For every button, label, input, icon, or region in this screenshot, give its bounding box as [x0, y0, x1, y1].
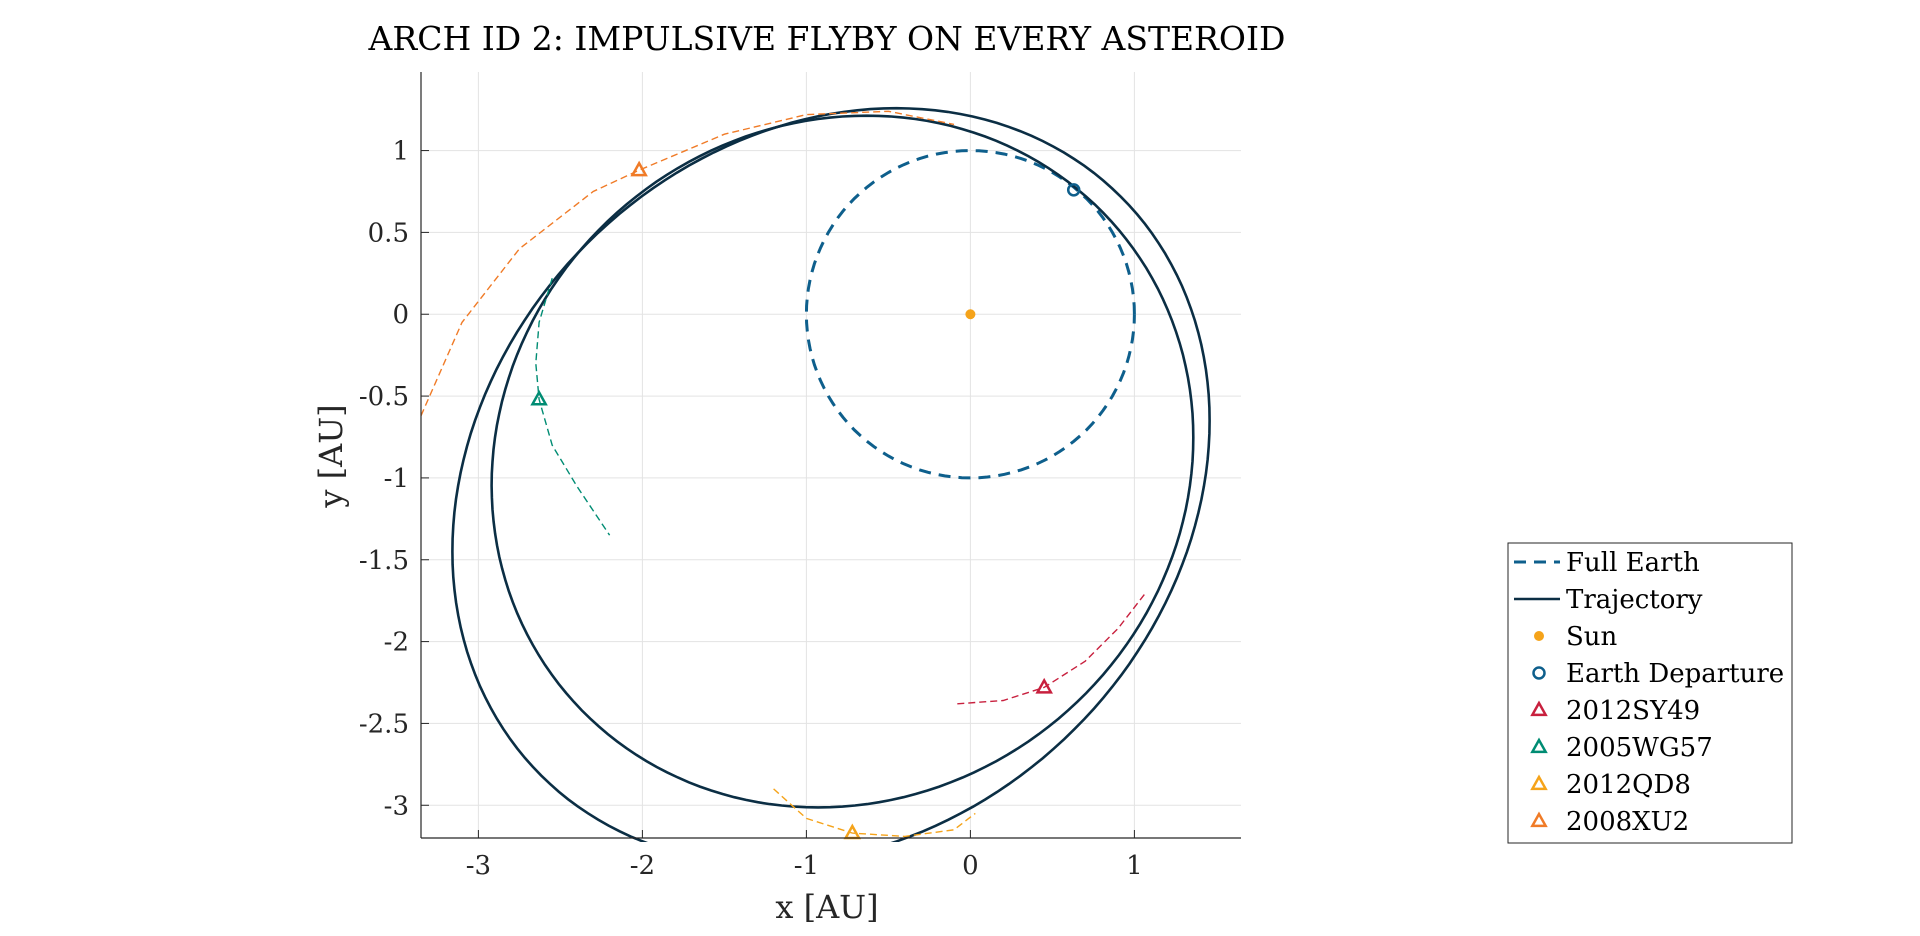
- legend-swatch-asteroid: [1530, 774, 1548, 791]
- asteroid-marker-2012QD8: [843, 823, 862, 840]
- legend-label: Trajectory: [1566, 585, 1703, 615]
- legend-label: 2012QD8: [1566, 770, 1691, 800]
- grid: [421, 72, 1241, 838]
- legend-label: 2005WG57: [1566, 733, 1713, 763]
- legend-swatch-asteroid: [1530, 700, 1548, 717]
- trajectory-line: [451, 106, 1211, 842]
- x-axis-label: x [AU]: [775, 888, 878, 926]
- legend-label: 2008XU2: [1566, 807, 1689, 837]
- asteroid-orbit-2012QD8: [773, 788, 976, 838]
- axes: -3 -2 -1 0 1 1 0.5 0 -0.5 -1 -1.5 -2 -2.5 -3: [359, 72, 1241, 881]
- asteroid-marker-2012SY49: [1035, 677, 1053, 694]
- y-axis-label: y [AU]: [312, 404, 350, 508]
- legend-swatch-sun: [1534, 631, 1544, 641]
- sun-marker: [965, 309, 976, 320]
- x-tick-label: -1: [794, 851, 819, 881]
- legend-box: [1507, 542, 1793, 844]
- x-tick-label: 1: [1126, 851, 1143, 881]
- x-tick-label: -3: [466, 851, 491, 881]
- plot-series: [421, 106, 1211, 842]
- y-tick-label: 1: [392, 137, 409, 167]
- asteroid-orbit-2012SY49: [957, 592, 1147, 705]
- trajectory-line: [490, 114, 1195, 809]
- asteroid-orbit-2005WG57: [535, 278, 611, 536]
- legend-label: Earth Departure: [1566, 659, 1784, 689]
- asteroid-orbit-2008XU2: [421, 110, 955, 416]
- y-tick-label: -0.5: [359, 382, 409, 412]
- y-tick-label: -1: [384, 464, 409, 494]
- legend-swatch-earth-departure: [1532, 666, 1546, 680]
- legend-swatch-asteroid: [1530, 737, 1548, 754]
- legend-swatch-asteroid: [1530, 811, 1548, 828]
- y-tick-label: 0.5: [368, 218, 409, 248]
- earth-orbit-line: [804, 149, 1136, 480]
- chart-title: ARCH ID 2: IMPULSIVE FLYBY ON EVERY ASTE…: [368, 19, 1286, 58]
- y-tick-label: -1.5: [359, 546, 409, 576]
- y-tick-label: -2.5: [359, 709, 409, 739]
- legend-label: 2012SY49: [1566, 696, 1700, 726]
- x-tick-label: 0: [962, 851, 979, 881]
- asteroid-marker-2008XU2: [630, 160, 648, 177]
- legend: Full Earth Trajectory Sun Earth Departure 20…: [1507, 542, 1793, 844]
- y-tick-label: -3: [384, 791, 409, 821]
- legend-label: Sun: [1566, 622, 1618, 652]
- y-tick-label: 0: [392, 300, 409, 330]
- asteroid-marker-2005WG57: [530, 389, 548, 406]
- earth-departure-marker: [1066, 183, 1081, 197]
- y-tick-label: -2: [384, 628, 409, 658]
- legend-label: Full Earth: [1566, 548, 1700, 578]
- x-tick-label: -2: [630, 851, 655, 881]
